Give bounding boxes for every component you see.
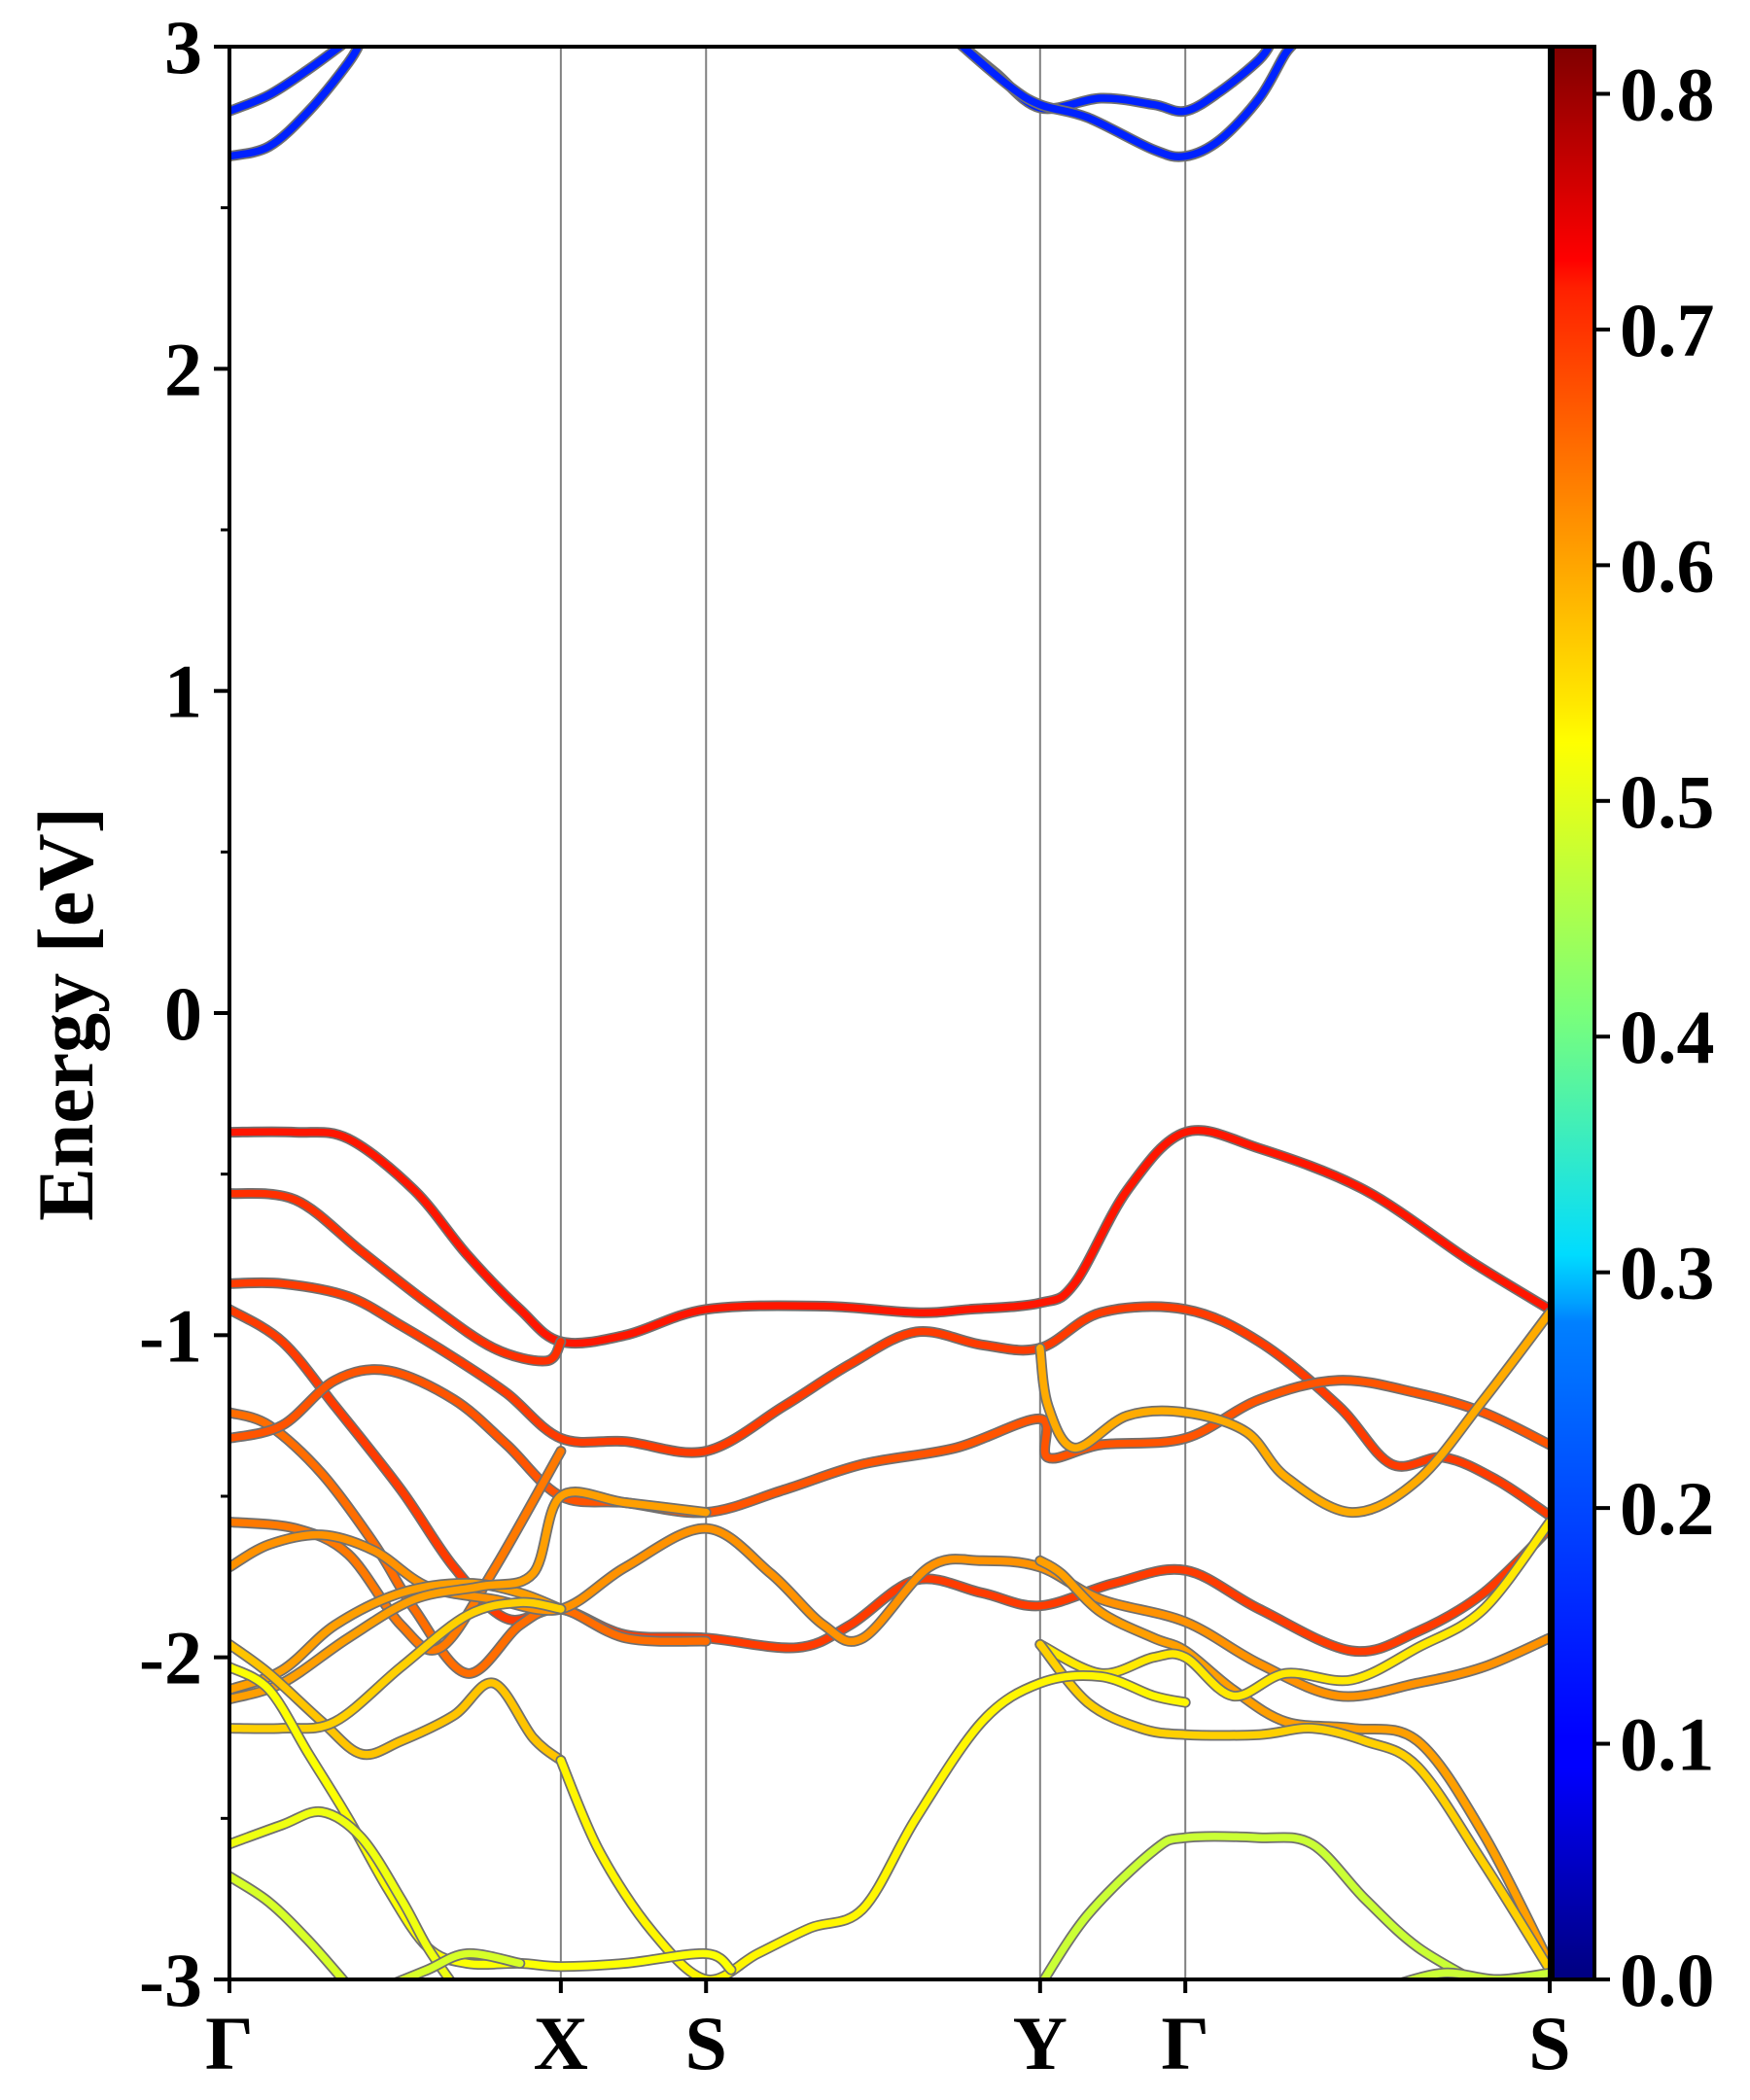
y-tick-label: 0 (164, 971, 202, 1056)
colorbar-tick-label: 0.7 (1620, 288, 1715, 372)
band-line (229, 1365, 1550, 1517)
band-line (229, 1598, 565, 1732)
y-tick-label: 2 (164, 327, 202, 411)
band-line (229, 47, 346, 116)
plot-frame (228, 45, 1552, 1981)
y-tick-label: 3 (164, 5, 202, 89)
band-line (557, 1671, 1189, 1979)
band-line (1036, 1557, 1550, 1968)
band-line-outline (229, 1364, 1550, 1519)
band-line-outline (229, 1277, 1550, 1522)
band-line (1036, 1518, 1550, 1700)
band-line (1039, 1833, 1480, 1979)
y-tick-label: 1 (164, 649, 202, 734)
colorbar-tick-label: 0.1 (1620, 1702, 1715, 1787)
colorbar-tick-label: 0.5 (1620, 759, 1715, 844)
band-line (229, 1306, 1550, 1656)
y-tick-label: -3 (139, 1938, 202, 2022)
band-line (1036, 1309, 1550, 1517)
colorbar-tick-label: 0.6 (1620, 523, 1715, 608)
band-line (229, 1872, 348, 1979)
x-tick-label: Γ (1161, 2001, 1209, 2085)
y-axis-ticks: -3 -2 -1 0 1 2 3 (139, 5, 229, 2022)
band-line (229, 1524, 1550, 1700)
colorbar: 0.0 0.1 0.2 0.3 0.4 0.5 0.6 0.7 0.8 (1551, 45, 1715, 2022)
x-tick-label: Γ (205, 2001, 254, 2085)
colorbar-tick-label: 0.4 (1620, 995, 1715, 1079)
x-tick-label: S (1528, 2001, 1570, 2085)
band-line (229, 1126, 1550, 1348)
y-tick-label: -1 (139, 1293, 202, 1378)
band-lines (229, 47, 1550, 1979)
y-tick-label: -2 (139, 1616, 202, 1700)
band-line (229, 1640, 565, 1765)
colorbar-fill (1551, 45, 1596, 1981)
band-line (229, 1807, 454, 1979)
band-line (229, 1579, 565, 1694)
colorbar-tick-label: 0.8 (1620, 52, 1715, 136)
colorbar-tick-label: 0.2 (1620, 1466, 1715, 1551)
band-line (229, 1447, 565, 1655)
band-line (1036, 1640, 1550, 1974)
band-line (229, 1278, 1550, 1520)
x-tick-label: Y (1013, 2001, 1068, 2085)
x-tick-label: S (685, 2001, 727, 2085)
colorbar-tick-label: 0.0 (1620, 1938, 1715, 2022)
band-line (957, 47, 1297, 161)
band-line (229, 47, 363, 160)
band-line (229, 1488, 710, 1703)
band-line-outline (1037, 1831, 1484, 1979)
y-axis-label: Energy [eV] (21, 807, 110, 1221)
colorbar-tick-label: 0.3 (1620, 1231, 1715, 1315)
colorbar-ticks: 0.0 0.1 0.2 0.3 0.4 0.5 0.6 0.7 0.8 (1594, 52, 1715, 2022)
band-line (229, 1189, 565, 1365)
x-tick-label: X (534, 2001, 588, 2085)
high-symmetry-lines (559, 47, 1187, 1979)
